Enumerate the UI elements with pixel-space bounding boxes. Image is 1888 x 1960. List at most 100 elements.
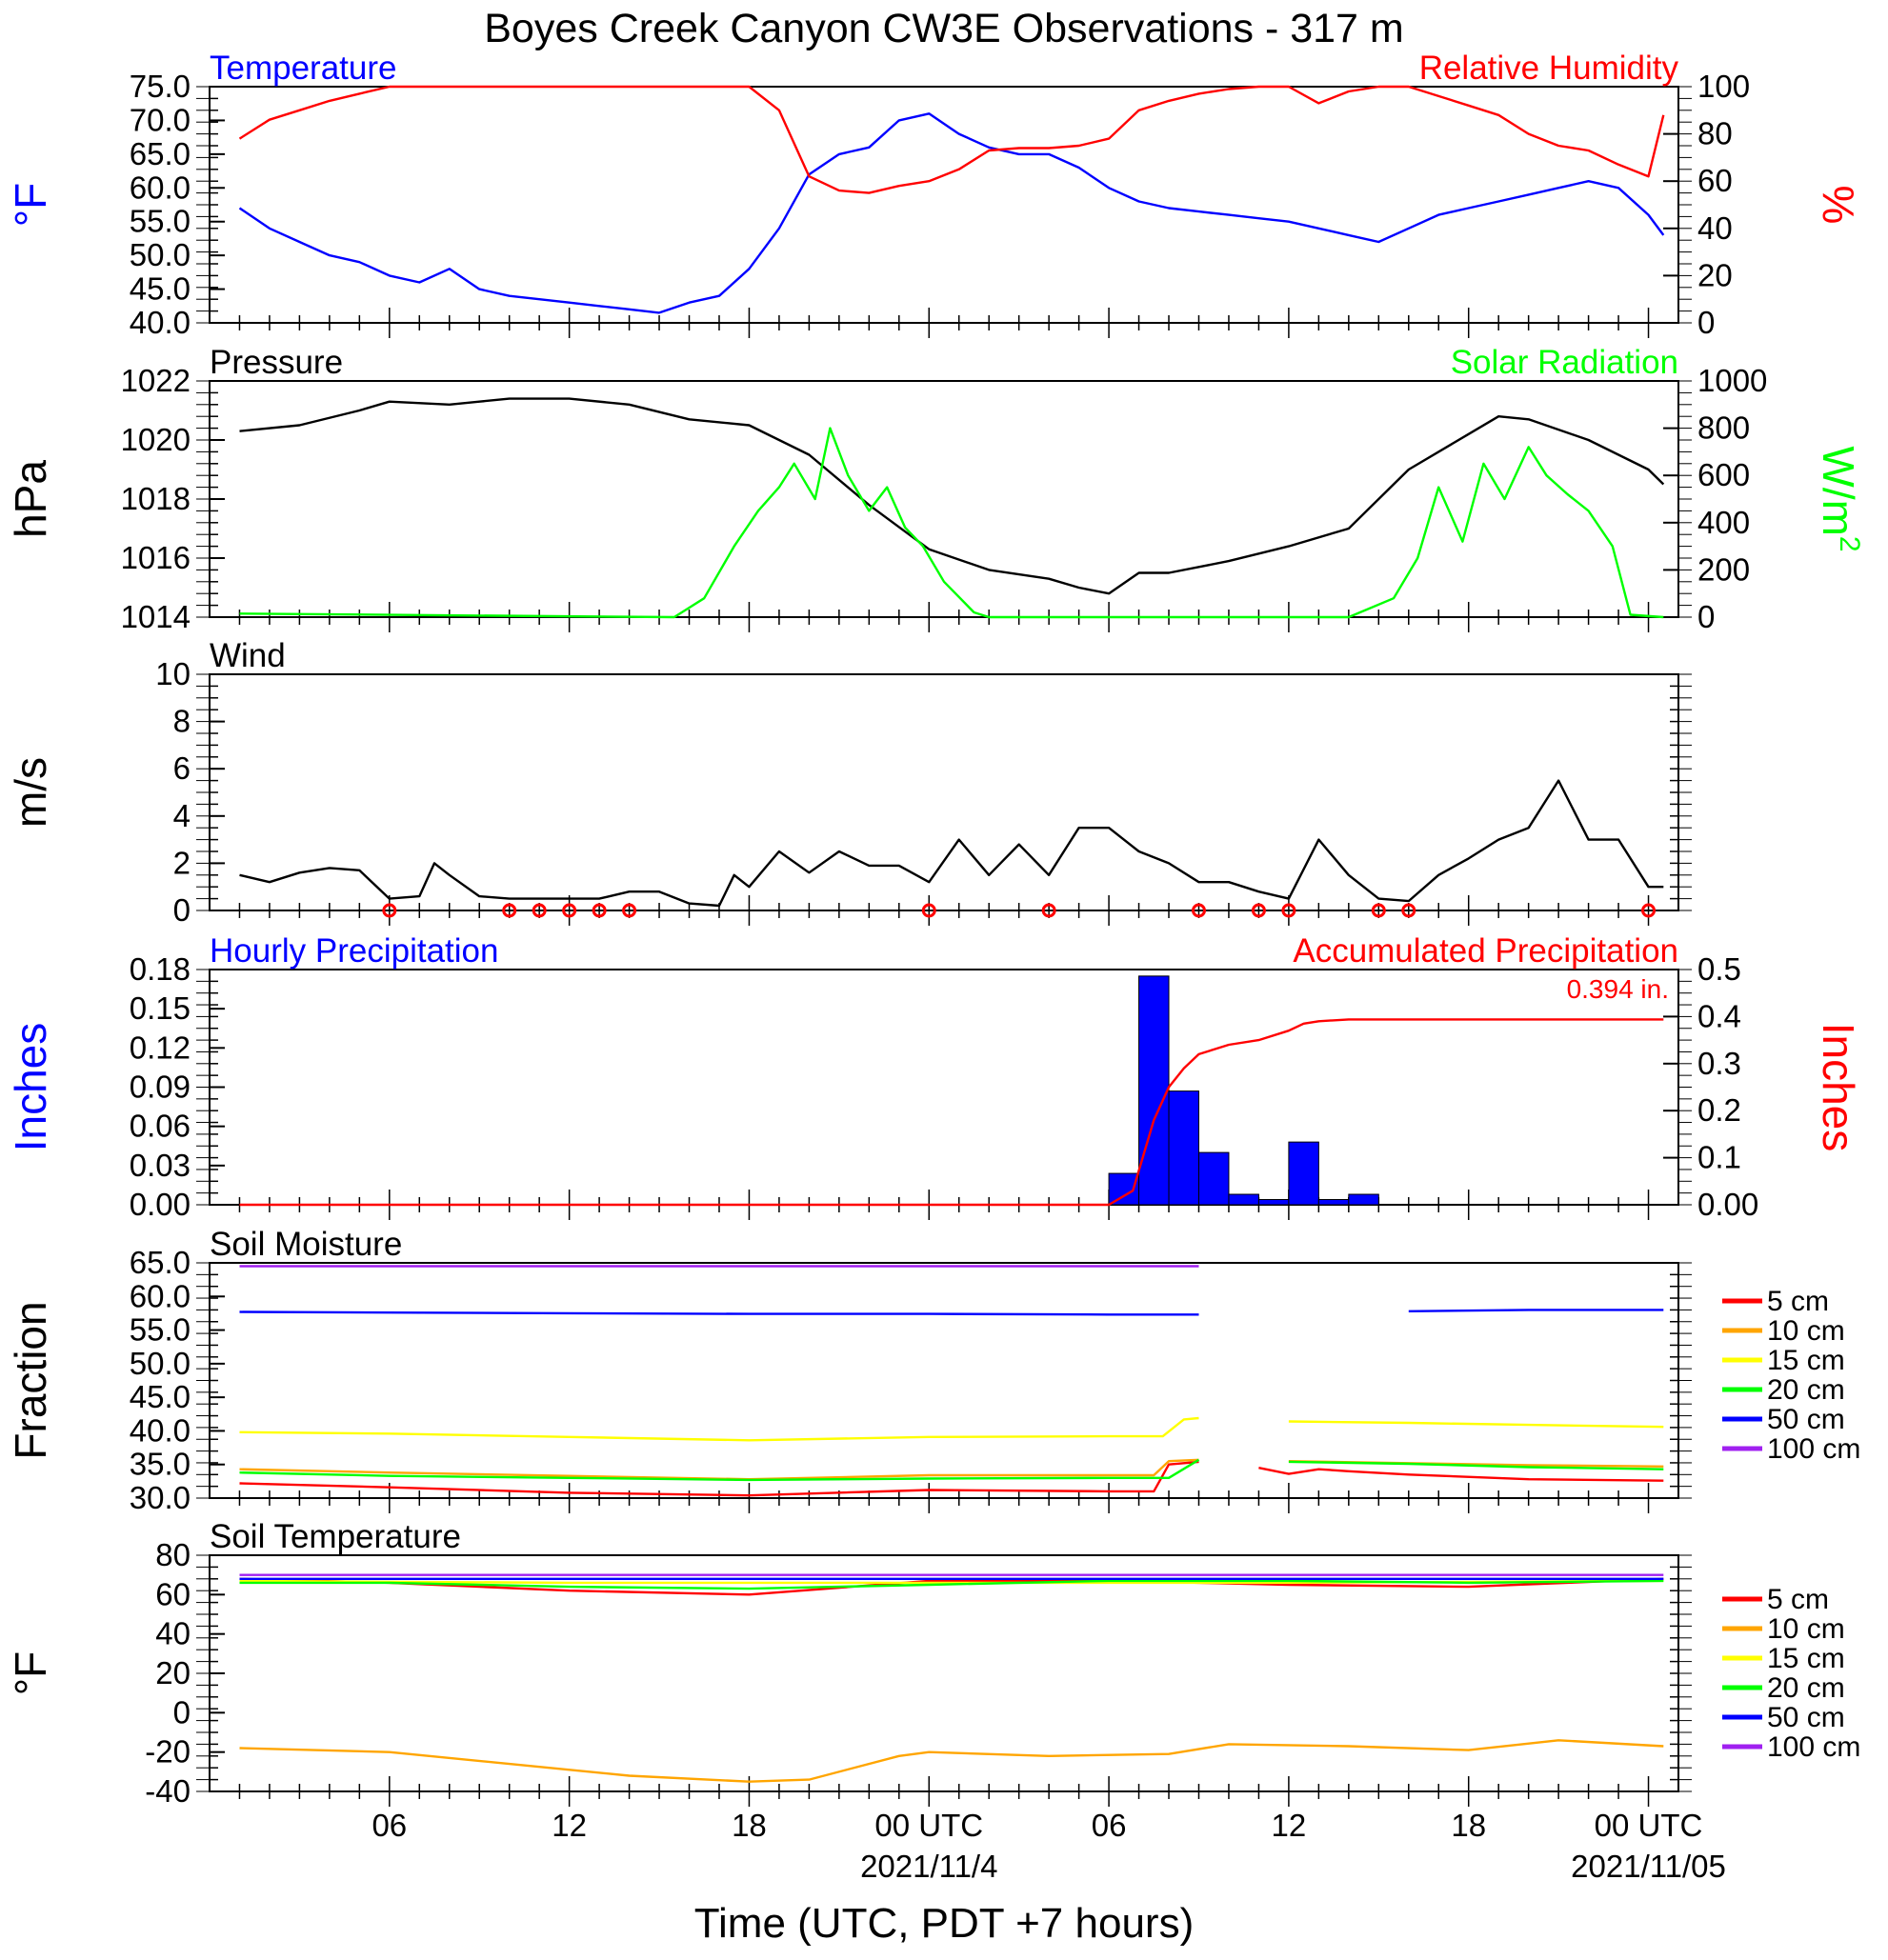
precip-bar [1168,1090,1199,1206]
y2-tick-label: 0.2 [1697,1092,1741,1128]
y2-tick-label: 0.3 [1697,1046,1741,1081]
y2-axis-label: W/m2 [1814,446,1865,551]
y-tick-label: 65.0 [130,1245,191,1280]
y-tick-label: 55.0 [130,204,191,239]
panel-precipitation: 0.180.15 0.12 0.09 0.06 0.03 0.00 0.5 0.4 0.3 0.2… [6,932,1863,1222]
panel-title-right: Relative Humidity [1419,50,1679,87]
y-tick-label: 0.18 [130,951,191,987]
x-tick-label: 00 UTC [1595,1808,1703,1843]
series-group [238,85,1665,314]
precip-bar [1228,1193,1259,1206]
y2-tick-label: 0.4 [1697,998,1741,1033]
series-group [239,779,1664,918]
y-tick-label: 0.03 [130,1148,191,1183]
y-axis-label: °F [6,183,55,228]
y-tick-label: 70.0 [130,102,191,137]
x-tick-label: 12 [1272,1808,1307,1843]
legend-label: 50 cm [1767,1404,1845,1435]
series-group [239,1265,1664,1497]
panel-title-left: Soil Temperature [210,1518,461,1555]
legend-label: 20 cm [1767,1374,1845,1406]
y-tick-label: 80 [155,1537,191,1572]
precip-bar [1257,1199,1290,1206]
x-tick-label: 00 UTC [874,1808,983,1843]
calm-wind-marker [532,903,547,918]
y-axis-label: °F [6,1651,55,1696]
y-tick-label: 4 [173,798,191,833]
calm-wind-marker [622,903,637,918]
y-tick-label: 0.15 [130,990,191,1026]
legend-label: 15 cm [1767,1345,1845,1376]
y-tick-label: 20 [155,1655,191,1690]
y-tick-label: 10 [155,656,191,691]
series-line-relative-humidity [238,85,1665,194]
panel-soil-temperature: 80 60 40 20 0 -20-40 Soil Temperature °F 5 cm10 … [6,1518,1860,1809]
y-axis-label: m/s [6,757,55,828]
series-line-pressure [239,397,1665,595]
precip-bar [1197,1151,1230,1206]
y2-tick-label: 1000 [1697,363,1767,398]
panel-soil-moisture: 65.060.055.050.045.040.035.030.0 Soil Moi… [6,1226,1860,1515]
y-tick-label: 2 [173,845,191,880]
legend-label: 100 cm [1767,1731,1860,1763]
series-line-wind [239,779,1664,908]
y-tick-label: 40.0 [130,305,191,340]
y-tick-label: 0.09 [130,1070,191,1105]
calm-wind-marker [1281,903,1296,918]
y2-tick-label: 600 [1697,457,1750,492]
y2-tick-label: 0.5 [1697,951,1741,987]
calm-wind-marker [1401,903,1416,918]
y2-tick-label: 400 [1697,505,1750,540]
calm-wind-marker [562,903,577,918]
y2-axis-label: Inches [1814,1023,1863,1152]
y-tick-label: 0.12 [130,1030,191,1065]
precip-bar [1288,1141,1319,1206]
x-tick-date: 2021/11/4 [860,1849,997,1884]
series-line-5-cm [239,1460,1199,1497]
x-tick-label: 18 [732,1808,767,1843]
y2-tick-label: 40 [1697,210,1733,246]
accumulated-total-label: 0.394 in. [1567,974,1669,1004]
y-tick-label: 75.0 [130,69,191,104]
y2-tick-label: 100 [1697,69,1750,104]
panel-title-left: Soil Moisture [210,1226,402,1263]
y2-tick-label: 200 [1697,551,1750,587]
panel-title-left: Pressure [210,344,343,381]
y-tick-label: 40 [155,1616,191,1651]
calm-wind-marker [921,903,936,918]
y-tick-label: 45.0 [130,271,191,307]
series-line-10-cm [239,1458,1199,1481]
y2-axis-label: % [1814,186,1863,225]
y-tick-label: 60 [155,1576,191,1611]
series-line-5-cm [1258,1467,1664,1482]
y2-tick-label: 0.00 [1697,1187,1758,1222]
series-line-50-cm [239,1310,1199,1316]
series-group [239,1573,1664,1783]
y2-tick-label: 0 [1697,305,1715,340]
panel-temperature-humidity: 75.070.065.060.055.050.045.040.0 100 80 60 4… [6,50,1863,340]
panel-title-left: Temperature [210,50,396,87]
y2-tick-label: 80 [1697,116,1733,151]
y-tick-label: 0 [173,892,191,928]
plot-frame [209,86,1679,324]
calm-wind-marker [1371,903,1386,918]
panel-title-right: Solar Radiation [1451,344,1678,381]
x-tick-label: 06 [372,1808,407,1843]
y-tick-label: -40 [145,1773,191,1809]
y-tick-label: 0.00 [130,1187,191,1222]
y-tick-label: 0.06 [130,1109,191,1144]
y-tick-label: 1022 [121,363,191,398]
legend-label: 15 cm [1767,1643,1845,1674]
precip-bar [1317,1199,1350,1206]
x-tick-label: 06 [1092,1808,1127,1843]
panel-pressure-solar: 1022 1020 1018 1016 1014 1000 800 600 400 200 0 Pre… [6,344,1865,634]
series-line-10-cm [239,1739,1664,1783]
y2-tick-label: 0.1 [1697,1140,1741,1175]
y2-tick-label: 60 [1697,163,1733,198]
y-tick-label: -20 [145,1734,191,1770]
panel-title-left: Hourly Precipitation [210,932,498,970]
y2-tick-label: 0 [1697,599,1715,634]
calm-wind-marker [1041,903,1056,918]
accumulated-precip-line [239,1018,1664,1207]
